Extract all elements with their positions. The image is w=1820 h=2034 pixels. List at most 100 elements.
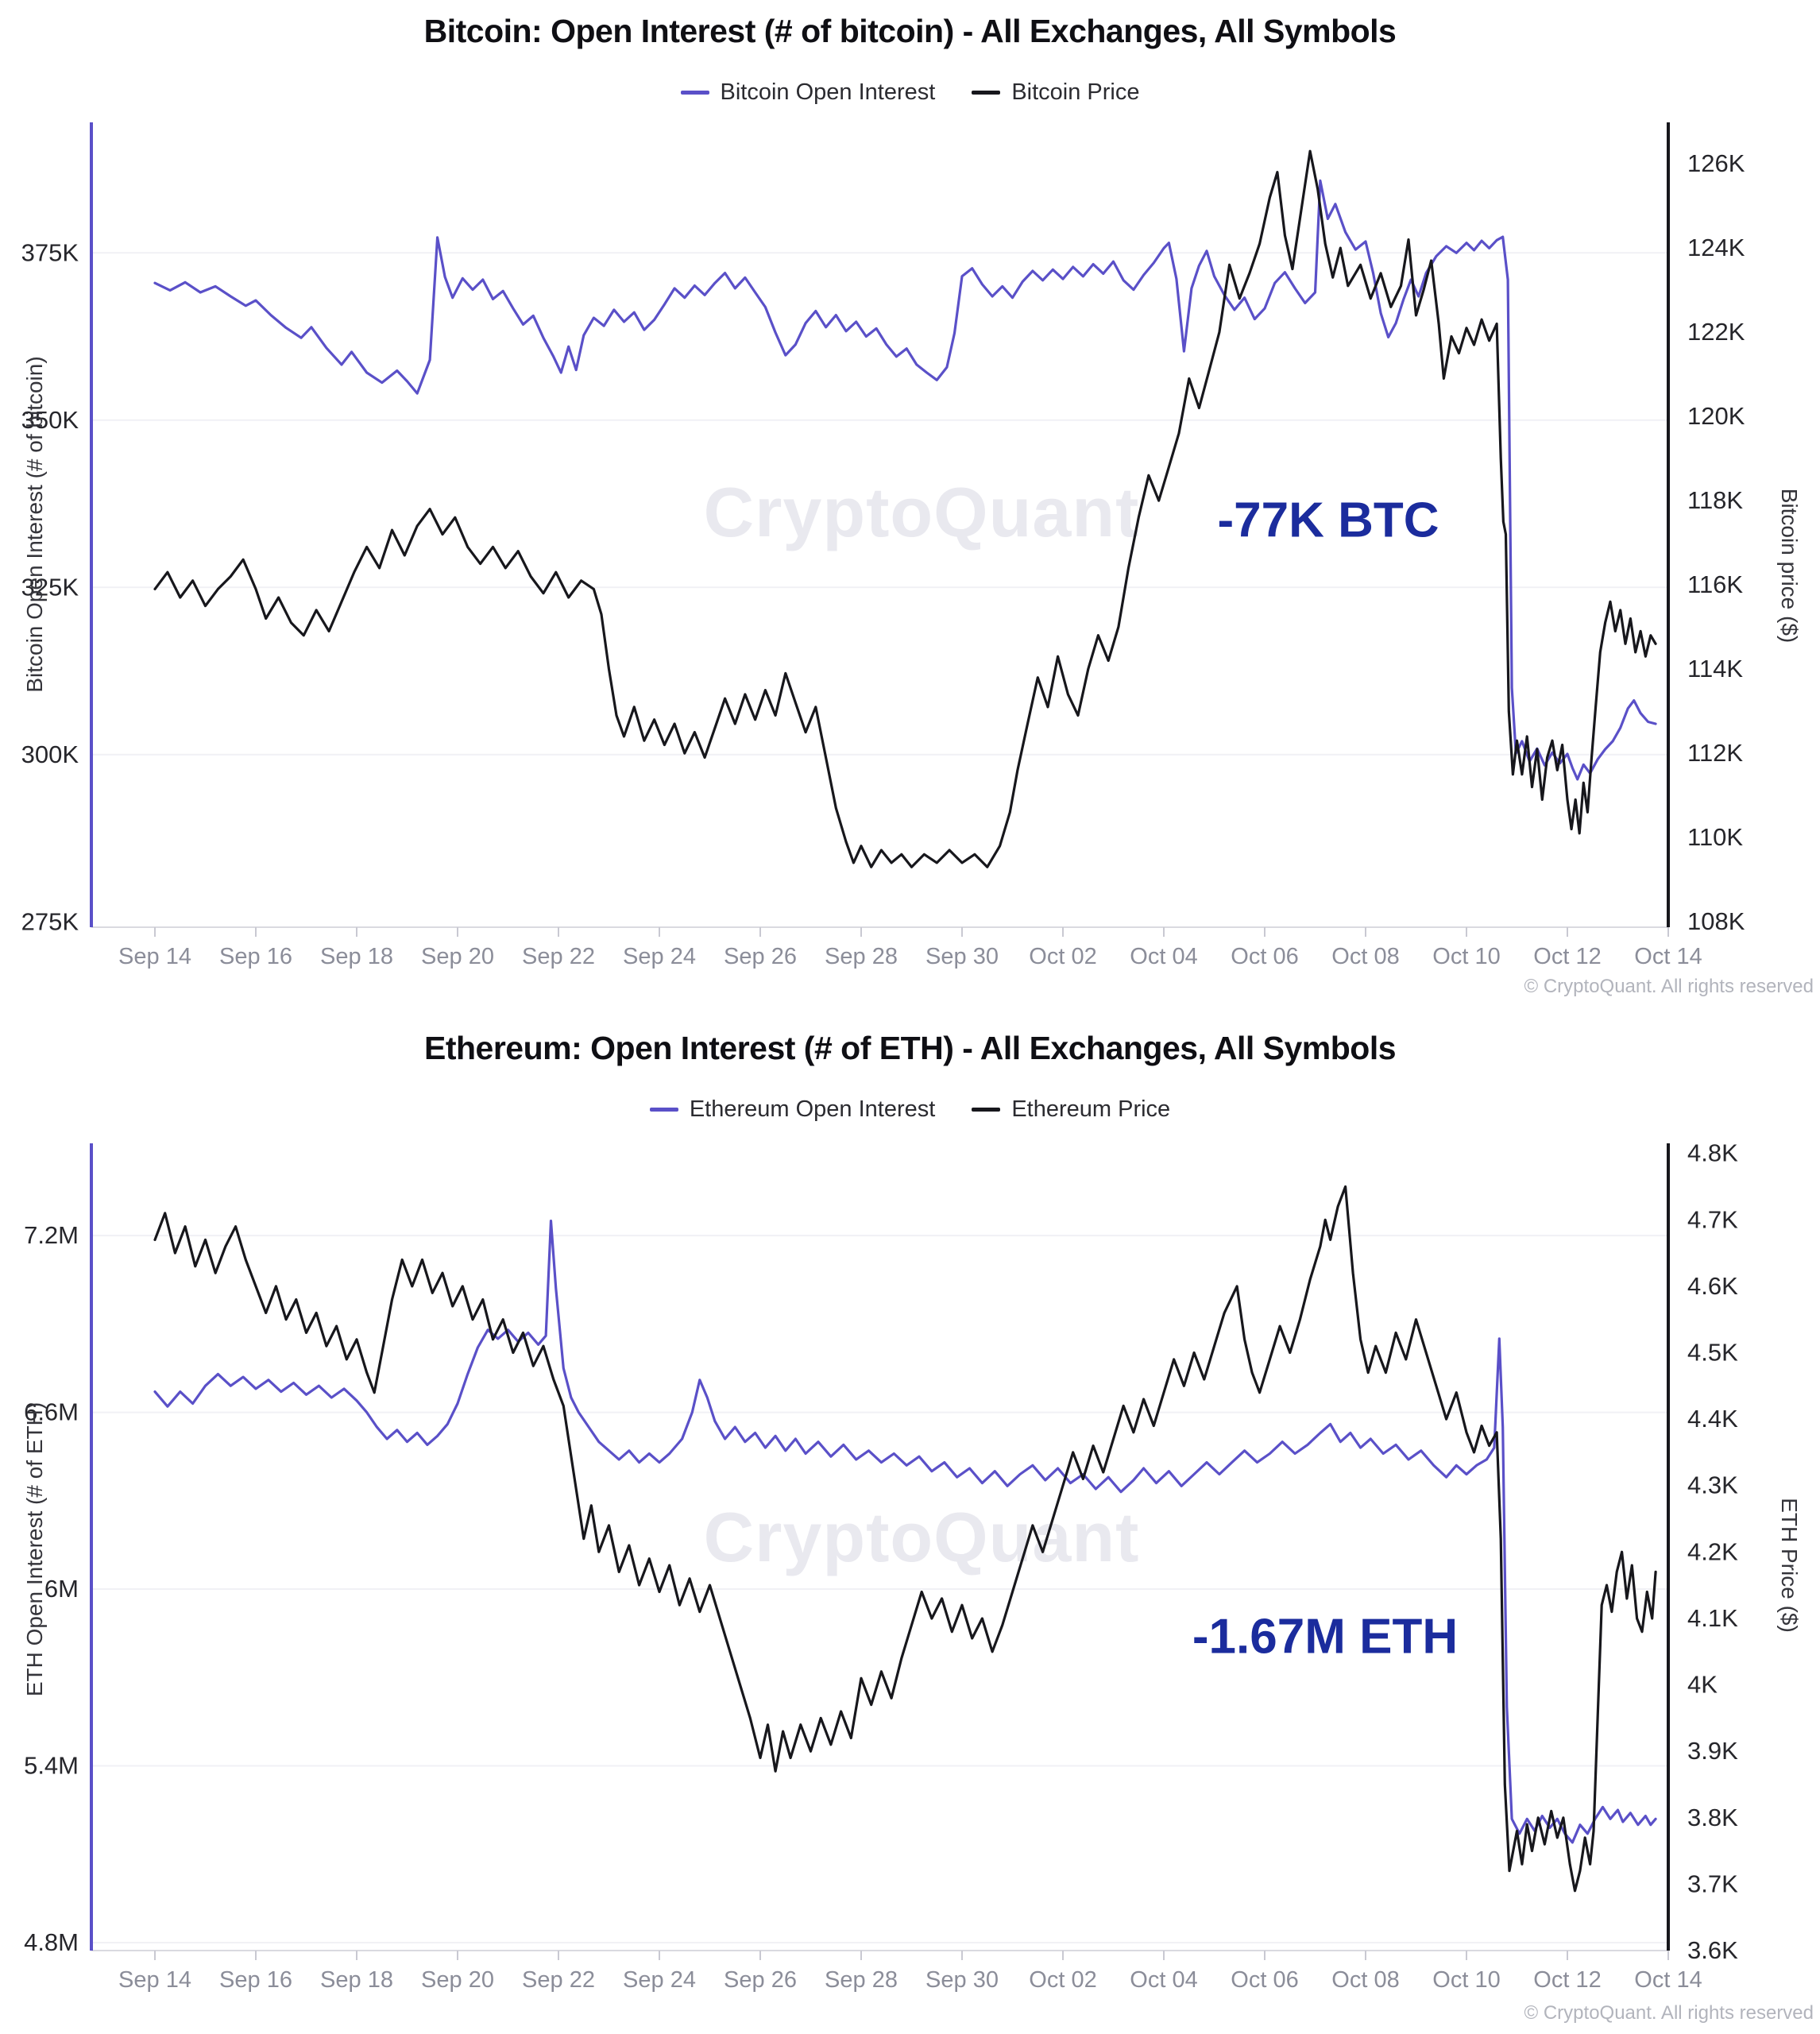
ethereum-plot-svg: Sep 14 Sep 16 Sep 18 Sep 20 Sep 22 Sep 24 Sep … bbox=[24, 1139, 1738, 1993]
bitcoin-left-axis-title: Bitcoin Open Interest (# of bitcoin) bbox=[22, 356, 47, 693]
right-tick-label: 4.4K bbox=[1687, 1405, 1738, 1433]
x-tick-label: Oct 14 bbox=[1634, 944, 1702, 969]
left-tick-label: 4.8M bbox=[24, 1928, 79, 1956]
x-tick-label: Sep 24 bbox=[623, 944, 696, 969]
bitcoin-price-line bbox=[153, 149, 1657, 868]
right-tick-label: 118K bbox=[1687, 486, 1743, 514]
x-tick-label: Sep 14 bbox=[118, 944, 191, 969]
eth-delta-annotation: -1.67M ETH bbox=[1192, 1609, 1459, 1665]
legend-item-bitcoin-open-interest: Bitcoin Open Interest bbox=[680, 79, 936, 106]
x-tick-label: Oct 10 bbox=[1432, 1967, 1500, 1993]
cryptoquant-watermark: CryptoQuant bbox=[703, 1498, 1140, 1576]
legend-label-price: Ethereum Price bbox=[1011, 1096, 1171, 1122]
bitcoin-right-axis-title: Bitcoin price ($) bbox=[1777, 488, 1802, 644]
copyright-note: © CryptoQuant. All rights reserved bbox=[1524, 976, 1814, 997]
x-tick-label: Oct 12 bbox=[1533, 1967, 1601, 1993]
left-tick-label: 7.2M bbox=[24, 1221, 79, 1249]
right-tick-label: 124K bbox=[1687, 234, 1745, 261]
legend-label-open-interest: Bitcoin Open Interest bbox=[720, 79, 936, 105]
ethereum-right-axis-title: ETH Price ($) bbox=[1777, 1498, 1802, 1633]
x-tick-label: Oct 02 bbox=[1029, 944, 1096, 969]
x-tick-label: Sep 20 bbox=[421, 944, 494, 969]
copyright-note: © CryptoQuant. All rights reserved bbox=[1524, 2002, 1814, 2024]
open-interest-swatch-icon bbox=[680, 91, 709, 95]
left-tick-label: 350K bbox=[21, 406, 79, 434]
legend-label-price: Bitcoin Price bbox=[1011, 79, 1140, 105]
right-tick-label: 114K bbox=[1687, 655, 1743, 683]
ethereum-price-line bbox=[153, 1185, 1657, 1893]
right-tick-label: 4.2K bbox=[1687, 1537, 1738, 1565]
x-tick-label: Sep 16 bbox=[219, 944, 292, 969]
right-tick-label: 4.6K bbox=[1687, 1272, 1738, 1300]
left-tick-label: 300K bbox=[21, 741, 79, 768]
right-tick-label: 4.1K bbox=[1687, 1604, 1738, 1632]
right-tick-label: 4.7K bbox=[1687, 1205, 1738, 1233]
bitcoin-chart: Bitcoin: Open Interest (# of bitcoin) - … bbox=[0, 13, 1820, 997]
right-tick-label: 122K bbox=[1687, 318, 1745, 346]
right-tick-label: 3.8K bbox=[1687, 1804, 1738, 1831]
left-tick-label: 5.4M bbox=[24, 1752, 79, 1780]
right-tick-label: 112K bbox=[1687, 739, 1743, 767]
right-tick-label: 3.9K bbox=[1687, 1737, 1738, 1765]
legend-item-bitcoin-price: Bitcoin Price bbox=[972, 79, 1140, 106]
x-tick-label: Sep 28 bbox=[825, 944, 898, 969]
x-tick-label: Sep 20 bbox=[421, 1967, 494, 1993]
open-interest-swatch-icon bbox=[649, 1108, 678, 1112]
x-tick-label: Sep 24 bbox=[623, 1967, 696, 1993]
bitcoin-open-interest-line bbox=[153, 179, 1657, 781]
legend-item-ethereum-open-interest: Ethereum Open Interest bbox=[649, 1096, 936, 1123]
left-tick-label: 325K bbox=[21, 573, 79, 601]
right-tick-label: 108K bbox=[1687, 907, 1745, 935]
ethereum-chart: Ethereum: Open Interest (# of ETH) - All… bbox=[0, 1017, 1820, 2034]
ethereum-legend: Ethereum Open Interest Ethereum Price bbox=[0, 1096, 1820, 1123]
x-tick-label: Sep 30 bbox=[925, 1967, 999, 1993]
right-tick-label: 4K bbox=[1687, 1671, 1718, 1699]
x-tick-label: Oct 08 bbox=[1331, 1967, 1399, 1993]
x-tick-label: Oct 02 bbox=[1029, 1967, 1096, 1993]
right-tick-label: 4.5K bbox=[1687, 1339, 1738, 1367]
x-tick-label: Sep 18 bbox=[320, 1967, 393, 1993]
x-tick-label: Oct 06 bbox=[1231, 1967, 1298, 1993]
ethereum-chart-title: Ethereum: Open Interest (# of ETH) - All… bbox=[423, 1030, 1397, 1066]
right-tick-label: 3.6K bbox=[1687, 1936, 1738, 1964]
right-tick-label: 126K bbox=[1687, 149, 1745, 177]
right-tick-label: 3.7K bbox=[1687, 1870, 1738, 1897]
price-swatch-icon bbox=[972, 1108, 1001, 1112]
x-tick-label: Oct 04 bbox=[1130, 944, 1197, 969]
x-tick-label: Sep 18 bbox=[320, 944, 393, 969]
bitcoin-chart-title: Bitcoin: Open Interest (# of bitcoin) - … bbox=[423, 13, 1397, 49]
legend-label-open-interest: Ethereum Open Interest bbox=[689, 1096, 936, 1122]
x-tick-label: Sep 22 bbox=[522, 944, 595, 969]
left-tick-label: 6.6M bbox=[24, 1398, 79, 1426]
x-tick-label: Sep 14 bbox=[118, 1967, 191, 1993]
bitcoin-legend: Bitcoin Open Interest Bitcoin Price bbox=[0, 79, 1820, 106]
left-tick-label: 375K bbox=[21, 238, 79, 266]
price-swatch-icon bbox=[972, 91, 1001, 95]
right-tick-label: 4.8K bbox=[1687, 1139, 1738, 1167]
x-tick-label: Oct 12 bbox=[1533, 944, 1601, 969]
right-tick-label: 110K bbox=[1687, 823, 1743, 851]
x-tick-label: Oct 06 bbox=[1231, 944, 1298, 969]
x-tick-label: Sep 26 bbox=[724, 1967, 797, 1993]
x-tick-label: Oct 14 bbox=[1634, 1967, 1702, 1993]
right-tick-label: 4.3K bbox=[1687, 1471, 1738, 1499]
ethereum-open-interest-line bbox=[153, 1220, 1657, 1844]
left-tick-label: 275K bbox=[21, 907, 79, 935]
ethereum-left-axis-title: ETH Open Interest (# of ETH) bbox=[22, 1402, 47, 1697]
left-tick-label: 6M bbox=[44, 1575, 79, 1603]
cryptoquant-watermark: CryptoQuant bbox=[703, 473, 1140, 551]
x-tick-label: Oct 04 bbox=[1130, 1967, 1197, 1993]
x-tick-label: Sep 30 bbox=[925, 944, 999, 969]
x-tick-label: Oct 10 bbox=[1432, 944, 1500, 969]
bitcoin-plot-svg: Sep 14 Sep 16 Sep 18 Sep 20 Sep 22 Sep 24 Sep … bbox=[21, 122, 1745, 969]
x-tick-label: Sep 26 bbox=[724, 944, 797, 969]
right-tick-label: 120K bbox=[1687, 402, 1745, 430]
x-tick-label: Sep 22 bbox=[522, 1967, 595, 1993]
x-tick-label: Oct 08 bbox=[1331, 944, 1399, 969]
x-tick-label: Sep 28 bbox=[825, 1967, 898, 1993]
btc-delta-annotation: -77K BTC bbox=[1217, 493, 1439, 548]
x-tick-label: Sep 16 bbox=[219, 1967, 292, 1993]
legend-item-ethereum-price: Ethereum Price bbox=[972, 1096, 1170, 1123]
right-tick-label: 116K bbox=[1687, 570, 1743, 598]
